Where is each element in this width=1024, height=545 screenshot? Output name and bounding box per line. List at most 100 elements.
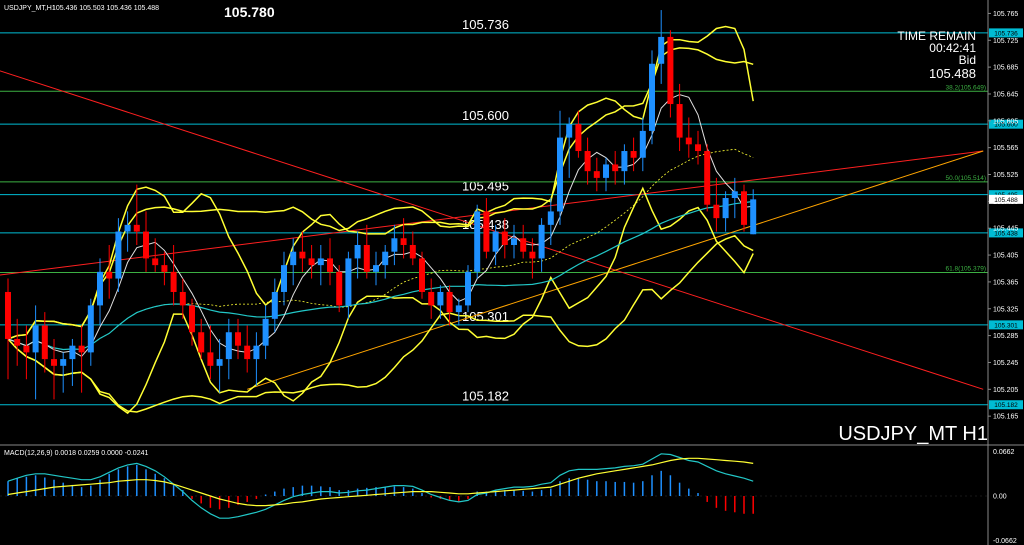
candle-body [216, 359, 223, 366]
moving-average-long [7, 200, 754, 351]
candle-body [133, 224, 140, 232]
candle [115, 218, 122, 292]
candle-body [225, 332, 232, 360]
candle-body [639, 130, 646, 158]
candle [382, 244, 389, 279]
candle [41, 312, 48, 373]
candle [520, 224, 527, 259]
macd-panel: 0.0662 0.00 -0.0662 [0, 444, 1024, 545]
candle-body [308, 258, 315, 266]
moving-average-short [7, 94, 754, 358]
candle [566, 117, 573, 178]
candle [161, 251, 168, 286]
candle-body [198, 332, 205, 353]
candle [529, 238, 536, 279]
candle-body [501, 231, 508, 245]
candle-body [511, 238, 517, 245]
candle [639, 117, 646, 172]
candle-body [152, 258, 159, 266]
candle [465, 265, 471, 313]
time-remain-label: TIME REMAIN [897, 29, 976, 43]
candle-body [97, 271, 103, 306]
price-tick-label: 105.165 [993, 414, 1018, 421]
candle-body [676, 104, 683, 138]
candle-body [446, 291, 453, 313]
candle-body [23, 345, 30, 353]
symbol-watermark: USDJPY_MT H1 [838, 423, 988, 445]
candle-body [262, 318, 269, 346]
candle [152, 238, 159, 272]
candle [511, 224, 517, 259]
price-tick-label: 105.645 [993, 91, 1018, 98]
candle [143, 211, 149, 272]
candle-body [60, 359, 67, 366]
level-tag-box [989, 228, 1023, 238]
candle [317, 244, 324, 286]
candle [170, 244, 177, 306]
candle [179, 278, 186, 319]
candle [400, 218, 407, 259]
candle-body [409, 244, 416, 259]
bollinger-lower [7, 234, 754, 413]
candle-body [354, 244, 361, 259]
candle-body [253, 345, 260, 360]
candle [216, 338, 223, 393]
level-tag: 105.736 [994, 30, 1018, 37]
candle-body [244, 345, 251, 360]
candle [722, 191, 729, 232]
candle [198, 318, 205, 360]
bollinger-inner-upper [7, 25, 754, 340]
candle-body [78, 345, 85, 353]
bollinger-inner-lower [7, 186, 754, 415]
macd-tick-label: 0.0662 [993, 449, 1015, 456]
price-tick-label: 105.525 [993, 172, 1018, 179]
candle-body [428, 291, 435, 306]
candle-body [465, 271, 471, 306]
candle-body [741, 191, 747, 225]
candle-body [713, 204, 720, 219]
candle [713, 177, 720, 232]
candle [455, 298, 462, 326]
price-tick-label: 105.605 [993, 118, 1018, 125]
trend-lines [0, 70, 984, 390]
candle [649, 50, 655, 145]
level-tag-box [989, 28, 1023, 38]
candle [299, 231, 306, 272]
price-tick-label: 105.765 [993, 11, 1018, 18]
candle-body [584, 151, 591, 172]
candle [97, 258, 103, 326]
level-tag: 105.438 [994, 230, 1018, 237]
candle [271, 278, 278, 333]
price-tick-label: 105.405 [993, 253, 1018, 260]
bid-price: 105.488 [929, 66, 976, 81]
bollinger-bands [7, 25, 754, 415]
level-tag-box [989, 400, 1023, 410]
candle [363, 224, 370, 279]
candle [584, 137, 591, 185]
bollinger-middle [7, 148, 754, 350]
candle [750, 189, 757, 235]
candle [658, 10, 665, 84]
candle [253, 332, 260, 386]
level-tag: 105.301 [994, 322, 1018, 329]
candle-body [391, 238, 398, 252]
level-label: 105.600 [462, 108, 509, 123]
candle-body [630, 151, 637, 158]
candle [547, 198, 554, 245]
candle-body [538, 224, 545, 259]
candle-body [179, 291, 186, 306]
candle [281, 251, 287, 306]
candle [575, 110, 582, 158]
candle-body [529, 251, 536, 259]
candle [32, 305, 39, 400]
candle [51, 338, 57, 400]
fib-label: 61.8(105.379) [946, 266, 986, 273]
current-price-tag: 105.488 [994, 197, 1018, 204]
current-price-box [989, 194, 1023, 204]
candle [308, 244, 315, 279]
candle-body [382, 251, 389, 266]
price-tick-label: 105.365 [993, 279, 1018, 286]
price-tick-label: 105.685 [993, 65, 1018, 72]
candle [603, 157, 609, 192]
candle [391, 224, 398, 266]
